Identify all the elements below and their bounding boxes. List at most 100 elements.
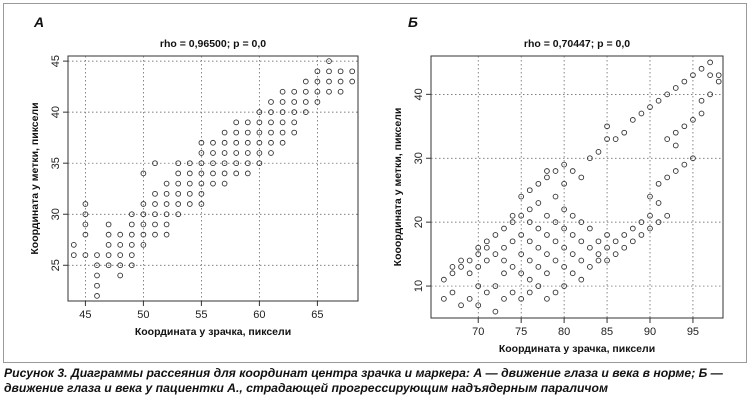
data-point [163, 180, 170, 187]
data-point [244, 139, 251, 146]
data-point [94, 272, 100, 279]
data-point [175, 211, 182, 218]
data-point [483, 257, 490, 264]
data-point [198, 190, 205, 197]
data-point [604, 136, 610, 142]
data-point [326, 78, 332, 85]
data-point [621, 129, 628, 136]
data-point [526, 238, 533, 245]
data-point [629, 117, 636, 123]
data-point [578, 174, 585, 181]
data-point [128, 221, 135, 228]
data-point [621, 232, 628, 238]
data-point [672, 85, 679, 91]
data-point [466, 257, 473, 264]
data-point [256, 119, 263, 126]
data-point [595, 238, 602, 245]
data-point [117, 231, 124, 238]
data-point [544, 270, 550, 277]
data-point [449, 289, 456, 296]
data-point [612, 238, 619, 245]
data-point [475, 244, 482, 251]
data-point [105, 252, 112, 258]
y-axis-label: Координата у метки, пиксели [29, 102, 41, 254]
data-point [690, 72, 696, 79]
data-point [672, 168, 679, 174]
data-point [509, 219, 516, 225]
x-tick-label: 85 [601, 326, 613, 338]
data-point [70, 242, 77, 248]
scatter-chart-a: rho = 0,96500; p = 0,0 45 50 55 60 65 25 30 35 40… [29, 38, 359, 338]
data-point [518, 251, 525, 257]
data-point [186, 170, 193, 177]
chart-title: rho = 0,96500; p = 0,0 [160, 38, 266, 50]
data-point [544, 251, 550, 257]
data-point [244, 119, 251, 126]
data-point [483, 244, 490, 251]
data-point [326, 58, 332, 64]
data-point [595, 257, 602, 264]
data-point [535, 244, 542, 251]
data-point [526, 289, 533, 296]
data-point [233, 129, 240, 136]
data-point [492, 251, 499, 257]
data-point [569, 212, 576, 219]
data-point [82, 231, 89, 238]
data-point [561, 225, 567, 232]
x-tick-label: 95 [687, 326, 699, 338]
data-point [105, 231, 112, 238]
data-point [552, 257, 559, 264]
data-point [198, 139, 205, 146]
data-point [279, 129, 286, 136]
data-point [561, 264, 567, 270]
data-point [256, 139, 263, 146]
data-point [638, 232, 645, 238]
x-tick-label: 45 [79, 309, 91, 321]
data-point [140, 231, 147, 238]
data-point [279, 99, 286, 105]
data-point [94, 282, 100, 289]
data-point [578, 238, 585, 245]
data-point [690, 117, 696, 123]
data-point [458, 302, 464, 309]
data-point [117, 252, 124, 258]
data-point [578, 276, 585, 283]
data-point [561, 283, 567, 289]
x-tick-label: 65 [311, 309, 323, 321]
data-point [587, 155, 593, 162]
data-point [561, 206, 567, 213]
panel-label-b: Б [408, 14, 418, 30]
data-point [186, 190, 193, 197]
data-point [483, 238, 490, 245]
data-point [578, 257, 585, 264]
data-point [501, 244, 507, 251]
x-axis-label: Координата у зрачка, пиксели [499, 343, 655, 355]
data-point [664, 174, 671, 181]
x-tick-label: 70 [472, 326, 484, 338]
data-point [492, 283, 499, 289]
data-point [509, 212, 516, 219]
data-point [707, 59, 713, 66]
data-point [337, 68, 344, 75]
data-point [140, 201, 147, 207]
data-point [466, 270, 473, 277]
data-point [175, 170, 182, 177]
data-point [475, 251, 482, 257]
data-point [221, 180, 228, 187]
data-point [244, 160, 251, 167]
data-point [244, 129, 251, 136]
data-point [535, 283, 542, 289]
data-point [526, 219, 533, 225]
data-point [163, 221, 170, 228]
data-point [140, 170, 147, 177]
data-point [163, 201, 170, 207]
data-point [291, 99, 298, 105]
data-point [681, 123, 688, 130]
data-point [518, 232, 525, 238]
data-point [647, 193, 653, 200]
data-point [256, 109, 263, 115]
data-point [210, 139, 216, 146]
data-point [279, 119, 286, 126]
data-point [672, 142, 679, 149]
data-point [535, 225, 542, 232]
